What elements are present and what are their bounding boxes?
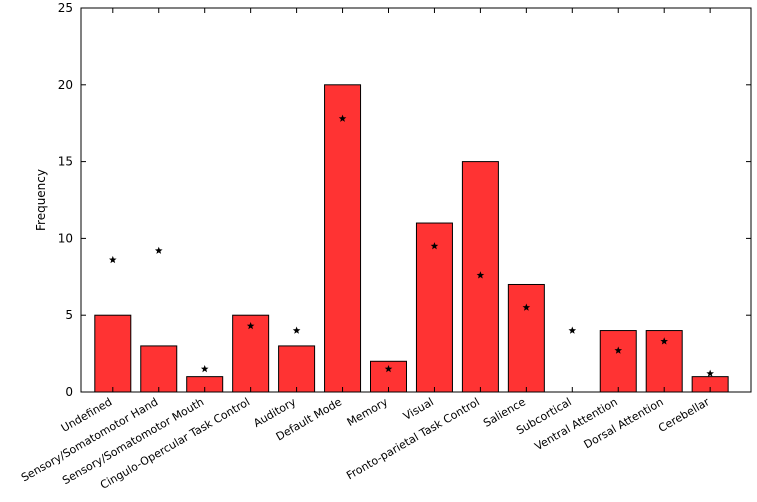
y-tick-label: 25: [58, 1, 73, 15]
y-axis-label: Frequency: [34, 169, 48, 231]
star-marker: [200, 364, 209, 373]
bar: [140, 345, 178, 393]
bars-layer: [94, 84, 729, 393]
bar: [232, 314, 270, 393]
star-marker: [338, 114, 347, 122]
y-tick-label: 5: [65, 308, 73, 322]
star-marker: [522, 303, 531, 311]
bar: [278, 345, 316, 393]
star-marker: [154, 246, 163, 254]
bar: [324, 84, 362, 393]
star-marker: [292, 326, 301, 334]
star-marker: [476, 271, 485, 279]
x-tick-label: Ventral Attention: [532, 395, 619, 453]
y-tick-label: 15: [58, 155, 73, 169]
bar: [599, 330, 637, 393]
y-tick-label: 0: [65, 385, 73, 399]
star-marker: [614, 346, 623, 354]
star-marker: [246, 321, 255, 330]
axes-frame: [80, 7, 752, 393]
axes-layer: [80, 7, 752, 393]
star-marker: [706, 369, 714, 377]
star-marker: [660, 337, 668, 345]
bar: [507, 283, 545, 393]
star-marker: [568, 326, 577, 334]
x-tick-label: Dorsal Attention: [582, 395, 666, 451]
y-tick-label: 20: [58, 78, 73, 92]
x-tick-label: Cerebellar: [656, 395, 712, 435]
star-marker: [384, 364, 393, 373]
star-marker: [109, 255, 117, 264]
x-tick-label: Visual: [401, 395, 436, 423]
bar: [415, 222, 453, 393]
markers-layer: [109, 114, 714, 377]
bar: [94, 314, 132, 393]
star-marker: [430, 242, 439, 250]
y-tick-label: 10: [58, 231, 73, 245]
x-tick-label: Memory: [345, 395, 391, 429]
